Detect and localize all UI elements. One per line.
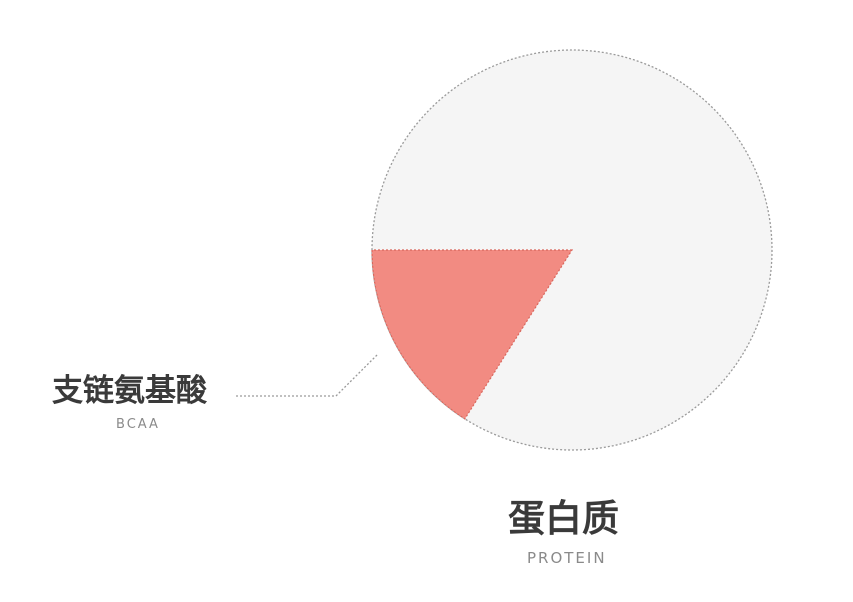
pie-slice-bcaa <box>371 249 574 420</box>
bcaa-label: 支链氨基酸 <box>52 373 207 409</box>
bcaa-leader-line <box>236 353 379 397</box>
protein-sublabel: PROTEIN <box>527 549 607 567</box>
protein-label: 蛋白质 <box>508 497 619 540</box>
bcaa-sublabel: BCAA <box>116 417 160 432</box>
